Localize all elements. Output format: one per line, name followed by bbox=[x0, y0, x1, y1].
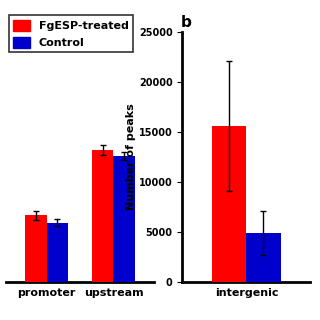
Bar bbox=[25, 215, 46, 282]
Text: b: b bbox=[180, 14, 191, 29]
Bar bbox=[212, 126, 246, 282]
Bar bbox=[114, 156, 135, 282]
Bar bbox=[46, 223, 68, 282]
Bar bbox=[92, 150, 114, 282]
Y-axis label: Number of peaks: Number of peaks bbox=[126, 103, 136, 210]
Legend: FgESP-treated, Control: FgESP-treated, Control bbox=[9, 15, 133, 52]
Bar bbox=[246, 233, 281, 282]
